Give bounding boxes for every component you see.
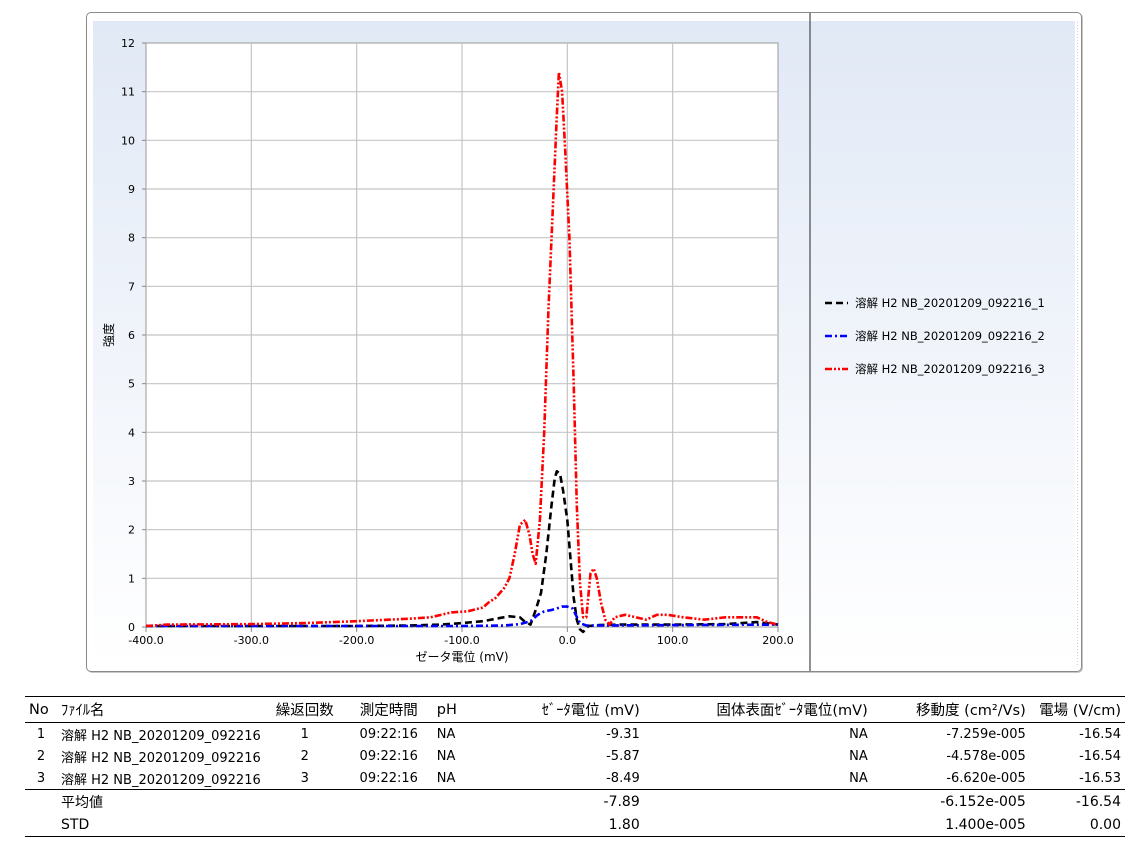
summary-row-average: 平均値 -7.89 -6.152e-005 -16.54 xyxy=(25,789,1125,813)
header-ph: pH xyxy=(432,696,471,723)
x-tick-label: 0.0 xyxy=(559,634,577,647)
x-tick-label: 200.0 xyxy=(762,634,794,647)
x-tick-label: -100.0 xyxy=(444,634,479,647)
cell-zeta: -5.87 xyxy=(606,748,640,764)
y-tick-label: 12 xyxy=(121,37,135,50)
cell-time: 09:22:16 xyxy=(359,770,418,786)
legend-label-3: 溶解 H2 NB_20201209_092216_3 xyxy=(855,362,1045,376)
y-tick-label: 4 xyxy=(128,426,135,439)
header-repeat: 繰返回数 xyxy=(264,696,345,723)
cell-field: -16.53 xyxy=(1079,770,1121,786)
cell-solid: NA xyxy=(849,748,868,764)
cell-mobility: -6.620e-005 xyxy=(946,770,1026,786)
chart-right-edge xyxy=(1075,21,1079,665)
summary-mobility: -6.152e-005 xyxy=(871,789,1030,813)
y-tick-label: 7 xyxy=(128,280,135,293)
summary-field: 0.00 xyxy=(1029,813,1125,837)
cell-no: 1 xyxy=(36,726,46,742)
summary-zeta: -7.89 xyxy=(470,789,644,813)
summary-label: 平均値 xyxy=(57,789,265,813)
y-tick-label: 10 xyxy=(121,134,135,147)
cell-repeat: 3 xyxy=(300,770,309,786)
table-header-row: No ﾌｧｲﾙ名 繰返回数 測定時間 pH ｾﾞｰﾀ電位 (mV) 固体表面ｾﾞ… xyxy=(25,696,1125,723)
cell-time: 09:22:16 xyxy=(359,748,418,764)
header-zeta: ｾﾞｰﾀ電位 (mV) xyxy=(470,696,644,723)
cell-field: -16.54 xyxy=(1079,748,1121,764)
x-axis-title: ゼータ電位 (mV) xyxy=(415,649,508,664)
y-tick-label: 2 xyxy=(128,524,135,537)
header-solid: 固体表面ｾﾞｰﾀ電位(mV) xyxy=(643,696,872,723)
cell-mobility: -7.259e-005 xyxy=(946,726,1026,742)
header-mobility: 移動度 (cm²/Vs) xyxy=(871,696,1030,723)
cell-no: 3 xyxy=(36,770,46,786)
cell-file: 溶解 H2 NB_20201209_092216 xyxy=(61,772,261,788)
summary-field: -16.54 xyxy=(1029,789,1125,813)
cell-ph: NA xyxy=(436,770,456,786)
x-tick-label: -300.0 xyxy=(234,634,269,647)
cell-solid: NA xyxy=(849,770,868,786)
cell-file: 溶解 H2 NB_20201209_092216 xyxy=(61,728,261,744)
cell-mobility: -4.578e-005 xyxy=(946,748,1026,764)
summary-row-std: STD 1.80 1.400e-005 0.00 xyxy=(25,813,1125,837)
header-time: 測定時間 xyxy=(344,696,433,723)
cell-zeta: -8.49 xyxy=(606,770,640,786)
y-tick-label: 5 xyxy=(128,378,135,391)
y-tick-label: 0 xyxy=(128,621,135,634)
cell-ph: NA xyxy=(436,748,456,764)
y-axis-title: 強度 xyxy=(101,323,116,347)
y-tick-label: 1 xyxy=(128,572,135,585)
series-line-1 xyxy=(146,470,779,634)
cell-no: 2 xyxy=(36,748,46,764)
cell-repeat: 2 xyxy=(300,748,309,764)
cell-field: -16.54 xyxy=(1079,726,1121,742)
cell-repeat: 1 xyxy=(300,726,309,742)
table-row: 2 溶解 H2 NB_20201209_092216 2 09:22:16 NA… xyxy=(25,745,1125,767)
series-line-2 xyxy=(146,605,779,628)
header-field: 電場 (V/cm) xyxy=(1029,696,1125,723)
y-tick-label: 11 xyxy=(121,86,135,99)
x-tick-label: -200.0 xyxy=(339,634,374,647)
series-line-3 xyxy=(145,70,779,628)
y-tick-label: 9 xyxy=(128,183,135,196)
cell-file: 溶解 H2 NB_20201209_092216 xyxy=(61,750,261,766)
table-row: 1 溶解 H2 NB_20201209_092216 1 09:22:16 NA… xyxy=(25,723,1125,746)
results-table: No ﾌｧｲﾙ名 繰返回数 測定時間 pH ｾﾞｰﾀ電位 (mV) 固体表面ｾﾞ… xyxy=(25,696,1125,837)
summary-label: STD xyxy=(57,813,265,837)
cell-ph: NA xyxy=(436,726,456,742)
legend-label-1: 溶解 H2 NB_20201209_092216_1 xyxy=(855,296,1045,310)
summary-mobility: 1.400e-005 xyxy=(871,813,1030,837)
legend: 溶解 H2 NB_20201209_092216_1 溶解 H2 NB_20201… xyxy=(825,296,1045,376)
header-no: No xyxy=(25,696,57,723)
header-file: ﾌｧｲﾙ名 xyxy=(57,696,265,723)
x-tick-label: -400.0 xyxy=(128,634,163,647)
cell-time: 09:22:16 xyxy=(359,726,418,742)
table-row: 3 溶解 H2 NB_20201209_092216 3 09:22:16 NA… xyxy=(25,767,1125,790)
chart-panel: 0 1 2 3 4 5 6 7 8 9 10 11 12 -400.0 -300.0 -200.0 -100.0… xyxy=(86,12,1082,672)
legend-label-2: 溶解 H2 NB_20201209_092216_2 xyxy=(855,329,1045,343)
y-tick-label: 8 xyxy=(128,232,135,245)
cell-zeta: -9.31 xyxy=(606,726,640,742)
x-tick-label: 100.0 xyxy=(657,634,689,647)
summary-zeta: 1.80 xyxy=(470,813,644,837)
y-tick-label: 6 xyxy=(128,329,135,342)
y-tick-label: 3 xyxy=(128,475,135,488)
cell-solid: NA xyxy=(849,726,868,742)
